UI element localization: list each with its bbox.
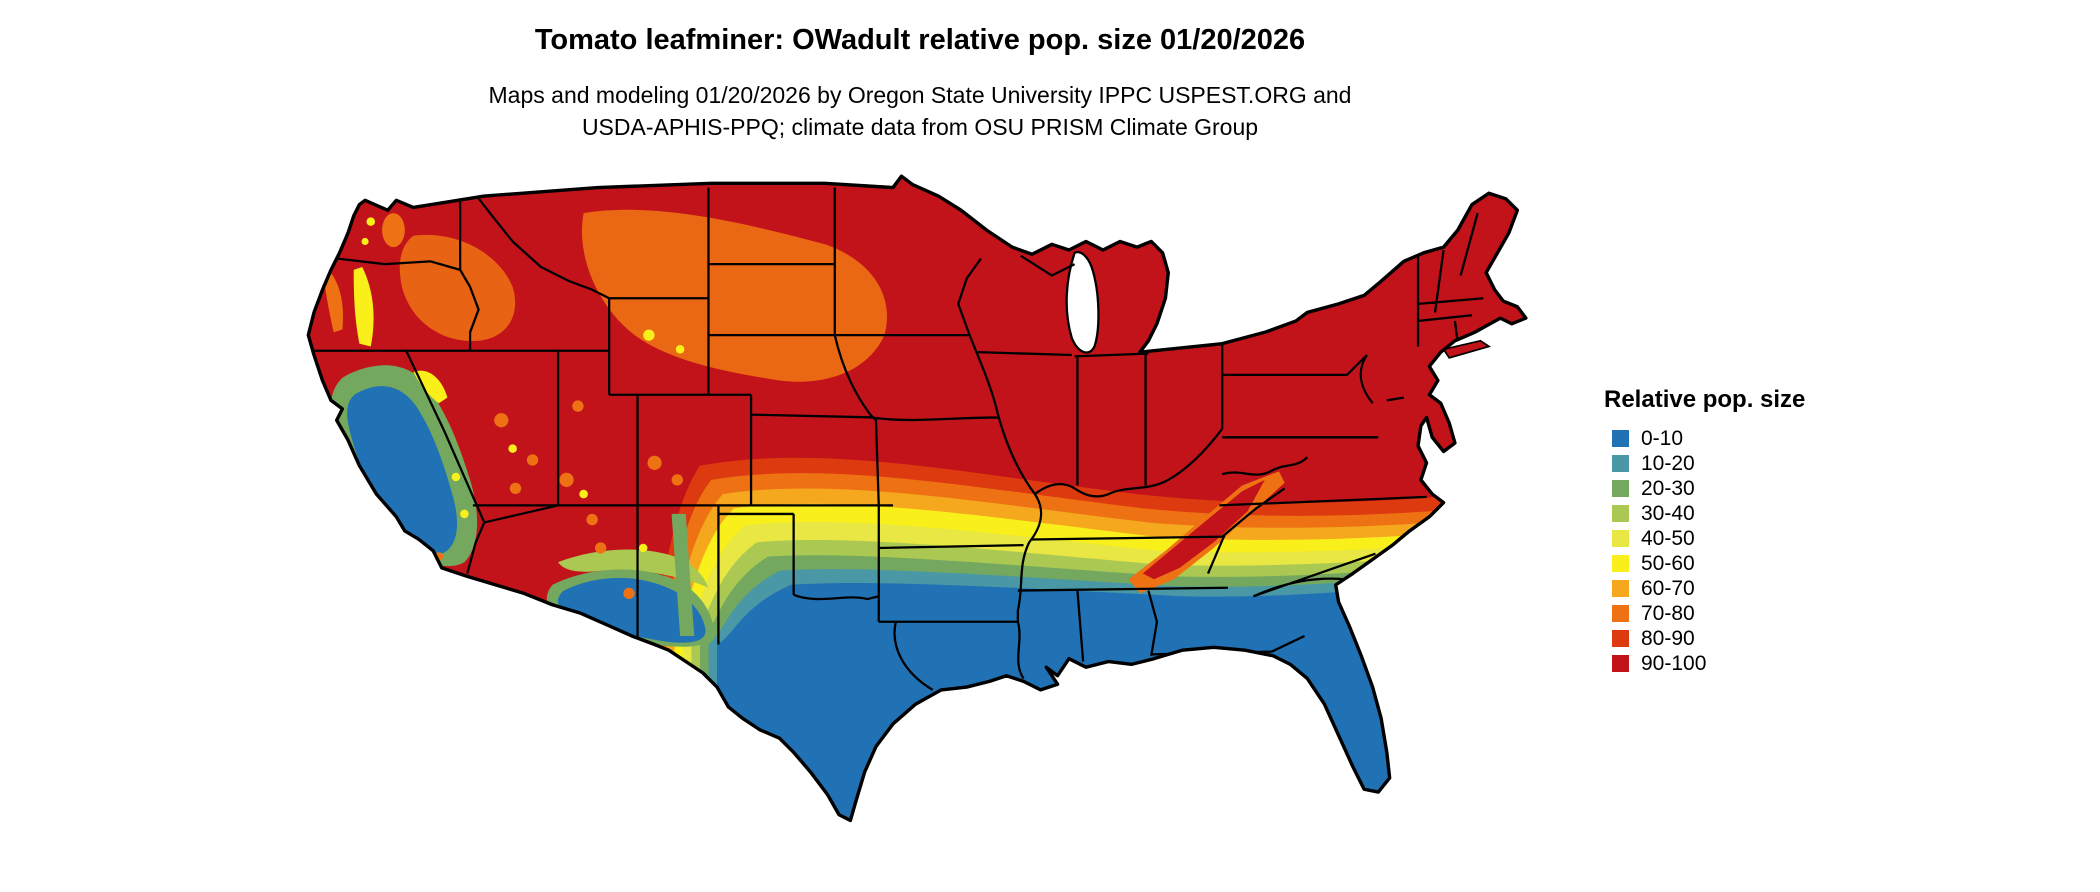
legend-title: Relative pop. size	[1604, 386, 1806, 413]
legend-row: 0-10	[1604, 426, 1844, 451]
legend-swatch	[1612, 530, 1629, 547]
legend-swatch	[1612, 630, 1629, 647]
map-container	[268, 162, 1552, 846]
legend-swatch	[1612, 555, 1629, 572]
legend-swatch	[1612, 455, 1629, 472]
legend-row: 90-100	[1604, 651, 1844, 676]
legend-swatch	[1612, 480, 1629, 497]
legend-swatch	[1612, 580, 1629, 597]
legend-class-label: 30-40	[1641, 502, 1695, 525]
subtitle-line-2: USDA-APHIS-PPQ; climate data from OSU PR…	[581, 114, 1259, 140]
legend-row: 80-90	[1604, 626, 1844, 651]
legend-class-label: 40-50	[1641, 527, 1695, 550]
legend-row: 40-50	[1604, 526, 1844, 551]
legend: Relative pop. size 0-10 10-20 20-30 30-40 40…	[1604, 386, 1844, 676]
legend-class-label: 90-100	[1641, 652, 1707, 675]
us-map	[306, 174, 1528, 823]
legend-class-label: 70-80	[1641, 602, 1695, 625]
legend-class-label: 80-90	[1641, 627, 1695, 650]
legend-class-label: 20-30	[1641, 477, 1695, 500]
legend-row: 50-60	[1604, 551, 1844, 576]
legend-swatch	[1612, 605, 1629, 622]
legend-rows: 0-10 10-20 20-30 30-40 40-50 50-60 60-70 70-80 8…	[1604, 426, 1844, 676]
legend-row: 20-30	[1604, 476, 1844, 501]
legend-row: 60-70	[1604, 576, 1844, 601]
lake-michigan	[1065, 251, 1100, 354]
legend-class-label: 60-70	[1641, 577, 1695, 600]
legend-class-label: 0-10	[1641, 427, 1684, 450]
us-outline	[306, 174, 1528, 823]
legend-swatch	[1612, 430, 1629, 447]
state-borders	[308, 186, 1484, 691]
legend-class-label: 10-20	[1641, 452, 1695, 475]
legend-row: 10-20	[1604, 451, 1844, 476]
legend-swatch	[1612, 655, 1629, 672]
page-title: Tomato leafminer: OWadult relative pop. …	[534, 24, 1306, 56]
legend-swatch	[1612, 505, 1629, 522]
legend-class-label: 50-60	[1641, 552, 1695, 575]
long-island	[1442, 339, 1491, 359]
subtitle-line-1: Maps and modeling 01/20/2026 by Oregon S…	[488, 82, 1352, 108]
legend-row: 70-80	[1604, 601, 1844, 626]
legend-row: 30-40	[1604, 501, 1844, 526]
